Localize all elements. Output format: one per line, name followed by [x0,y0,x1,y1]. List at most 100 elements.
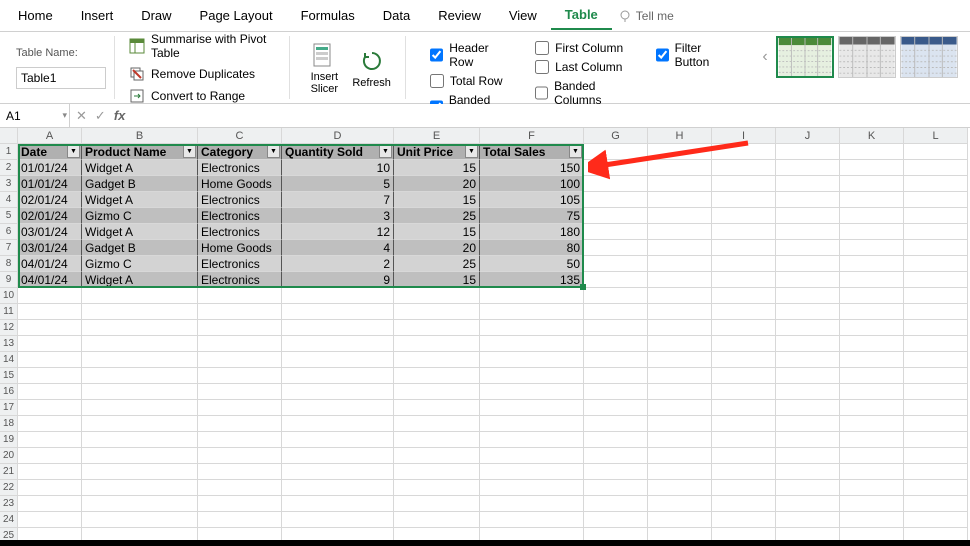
select-all-corner[interactable] [0,128,18,144]
cell[interactable] [904,304,968,320]
table-cell[interactable]: 80 [480,240,584,256]
cell[interactable] [904,448,968,464]
cell[interactable] [712,352,776,368]
cell[interactable] [394,320,480,336]
cell[interactable] [198,368,282,384]
table-cell[interactable]: 25 [394,208,480,224]
tab-formulas[interactable]: Formulas [287,2,369,29]
cell[interactable] [840,144,904,160]
column-header[interactable]: E [394,128,480,144]
cell[interactable] [584,160,648,176]
cell[interactable] [394,528,480,540]
cell[interactable] [904,432,968,448]
cell[interactable] [82,448,198,464]
cell[interactable] [904,256,968,272]
cell[interactable] [480,448,584,464]
column-header[interactable]: D [282,128,394,144]
cell[interactable] [904,368,968,384]
cell[interactable] [776,528,840,540]
cell[interactable] [648,176,712,192]
cell[interactable] [282,528,394,540]
table-cell[interactable]: Electronics [198,192,282,208]
cell[interactable] [18,304,82,320]
cell[interactable] [840,256,904,272]
cell[interactable] [480,320,584,336]
cell[interactable] [840,384,904,400]
cell[interactable] [82,464,198,480]
cell[interactable] [840,288,904,304]
row-header[interactable]: 2 [0,160,18,176]
cell[interactable] [584,400,648,416]
tab-home[interactable]: Home [4,2,67,29]
cell[interactable] [480,496,584,512]
convert-range-button[interactable]: Convert to Range [129,86,281,106]
cell[interactable] [776,416,840,432]
cell[interactable] [904,352,968,368]
cell[interactable] [198,528,282,540]
cell[interactable] [904,272,968,288]
cell[interactable] [712,448,776,464]
cell[interactable] [712,176,776,192]
table-resize-handle[interactable] [580,284,586,290]
cell[interactable] [840,368,904,384]
cell[interactable] [712,336,776,352]
cell[interactable] [776,384,840,400]
cell[interactable] [198,512,282,528]
row-header[interactable]: 11 [0,304,18,320]
table-cell[interactable]: 9 [282,272,394,288]
cell[interactable] [648,320,712,336]
tab-review[interactable]: Review [424,2,495,29]
cell[interactable] [82,368,198,384]
column-header[interactable]: B [82,128,198,144]
cell[interactable] [904,320,968,336]
filter-dropdown-icon[interactable]: ▼ [67,145,80,158]
table-cell[interactable]: 02/01/24 [18,192,82,208]
cell[interactable] [840,304,904,320]
cell[interactable] [776,368,840,384]
table-cell[interactable]: 01/01/24 [18,176,82,192]
cell[interactable] [776,144,840,160]
column-header[interactable]: C [198,128,282,144]
cell[interactable] [394,288,480,304]
cell[interactable] [282,496,394,512]
table-cell[interactable]: Gizmo C [82,256,198,272]
row-header[interactable]: 14 [0,352,18,368]
cell[interactable] [840,320,904,336]
table-cell[interactable]: 12 [282,224,394,240]
table-cell[interactable]: 15 [394,192,480,208]
cell[interactable] [282,384,394,400]
cell[interactable] [394,304,480,320]
table-cell[interactable]: Widget A [82,160,198,176]
cell[interactable] [394,384,480,400]
table-cell[interactable]: Widget A [82,192,198,208]
last-column-checkbox[interactable]: Last Column [535,59,633,75]
cell[interactable] [584,416,648,432]
cell[interactable] [282,480,394,496]
styles-prev-button[interactable]: ‹ [758,37,772,77]
cell[interactable] [18,336,82,352]
cell[interactable] [904,176,968,192]
table-style-swatch[interactable] [900,36,958,78]
cell[interactable] [394,496,480,512]
cell[interactable] [18,384,82,400]
filter-dropdown-icon[interactable]: ▼ [569,145,582,158]
cell[interactable] [480,512,584,528]
cell[interactable] [584,336,648,352]
cell[interactable] [394,432,480,448]
table-cell[interactable]: Gadget B [82,176,198,192]
cell[interactable] [712,416,776,432]
cell[interactable] [282,512,394,528]
cell[interactable] [904,384,968,400]
cell[interactable] [82,384,198,400]
cell[interactable] [840,336,904,352]
cell[interactable] [712,224,776,240]
cell[interactable] [394,448,480,464]
cell[interactable] [82,288,198,304]
cell[interactable] [584,432,648,448]
cell[interactable] [648,352,712,368]
tab-draw[interactable]: Draw [127,2,185,29]
cell[interactable] [480,400,584,416]
cell[interactable] [904,160,968,176]
table-cell[interactable]: 15 [394,224,480,240]
cell[interactable] [394,400,480,416]
